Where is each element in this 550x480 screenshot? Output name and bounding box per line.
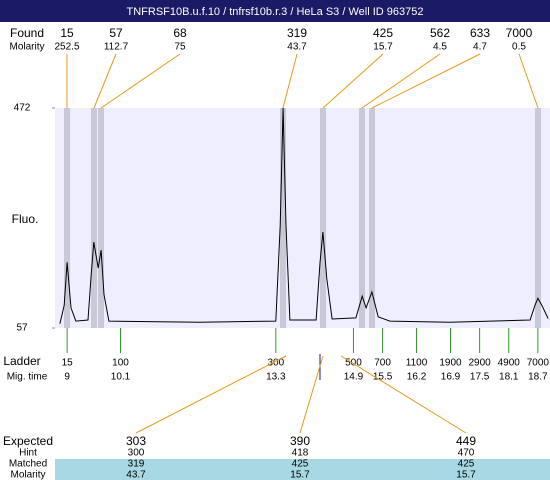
found-molarity: 43.7 xyxy=(287,42,307,53)
peak-connector xyxy=(282,53,298,109)
mig-time-label: Mig. time xyxy=(7,372,48,383)
matched-molarity: 43.7 xyxy=(126,470,146,480)
mig-time: 16.9 xyxy=(441,372,461,383)
matched-value: 425 xyxy=(458,459,475,470)
found-size: 57 xyxy=(109,26,123,40)
mig-time: 9 xyxy=(64,372,70,383)
ladder-size: 1100 xyxy=(406,358,428,369)
expected-connector xyxy=(135,355,287,434)
hint-label: Hint xyxy=(19,448,37,459)
peak-connector xyxy=(371,53,481,109)
title: TNFRSF10B.u.f.10 / tnfrsf10b.r.3 / HeLa … xyxy=(127,6,424,18)
peak-band xyxy=(98,108,104,328)
mig-time: 10.1 xyxy=(111,372,131,383)
hint-value: 418 xyxy=(292,448,309,459)
molarity-label: Molarity xyxy=(9,42,44,53)
hint-value: 470 xyxy=(458,448,475,459)
peak-connector xyxy=(518,53,539,109)
expected-label: Expected xyxy=(3,434,53,448)
expected-value: 390 xyxy=(290,434,310,448)
found-size: 68 xyxy=(173,26,187,40)
molarity-label: Molarity xyxy=(10,470,45,480)
mig-time: 16.2 xyxy=(407,372,427,383)
peak-band xyxy=(320,108,326,328)
matched-value: 425 xyxy=(292,459,309,470)
ladder-size: 15 xyxy=(62,358,74,369)
matched-molarity: 15.7 xyxy=(290,470,310,480)
peak-band xyxy=(280,108,286,328)
found-molarity: 0.5 xyxy=(512,42,526,53)
found-size: 319 xyxy=(287,26,307,40)
ladder-size: 4900 xyxy=(498,358,521,369)
matched-label: Matched xyxy=(9,459,47,470)
found-molarity: 15.7 xyxy=(373,42,393,53)
ladder-size: 500 xyxy=(345,358,362,369)
expected-connector xyxy=(299,355,324,434)
peak-connector xyxy=(361,53,441,109)
mig-time: 18.1 xyxy=(499,372,519,383)
expected-value: 303 xyxy=(126,434,146,448)
matched-band xyxy=(55,459,550,480)
peak-band xyxy=(91,108,97,328)
peak-connector xyxy=(93,53,117,109)
mig-time: 13.3 xyxy=(266,372,286,383)
found-molarity: 252.5 xyxy=(54,42,79,53)
found-size: 562 xyxy=(430,26,450,40)
expected-value: 449 xyxy=(456,434,476,448)
mig-time: 17.5 xyxy=(470,372,490,383)
ladder-size: 700 xyxy=(374,358,391,369)
found-size: 633 xyxy=(470,26,490,40)
plot-area xyxy=(55,108,550,328)
ladder-size: 7000 xyxy=(527,358,550,369)
y-tick-label: 57 xyxy=(16,323,28,334)
found-molarity: 4.7 xyxy=(473,42,487,53)
ladder-size: 2900 xyxy=(469,358,492,369)
y-tick-label: 472 xyxy=(14,103,31,114)
found-molarity: 75 xyxy=(174,42,186,53)
peak-connector xyxy=(100,53,181,109)
found-size: 7000 xyxy=(506,26,533,40)
mig-time: 14.9 xyxy=(344,372,364,383)
matched-value: 319 xyxy=(128,459,145,470)
title-bar xyxy=(0,0,550,22)
mig-time: 15.5 xyxy=(373,372,393,383)
peak-connector xyxy=(322,53,384,109)
found-molarity: 4.5 xyxy=(433,42,447,53)
peak-band xyxy=(535,108,541,328)
found-size: 425 xyxy=(373,26,393,40)
found-molarity: 112.7 xyxy=(104,42,129,53)
ladder-size: 100 xyxy=(112,358,129,369)
ladder-label: Ladder xyxy=(3,354,40,368)
trace xyxy=(59,107,549,324)
y-axis-label: Fluo. xyxy=(12,212,39,226)
found-size: 15 xyxy=(60,26,74,40)
peak-band xyxy=(359,108,365,328)
ladder-size: 300 xyxy=(267,358,284,369)
expected-connector xyxy=(340,355,467,434)
peak-band xyxy=(369,108,375,328)
hint-value: 300 xyxy=(128,448,145,459)
ladder-size: 1900 xyxy=(439,358,462,369)
mig-time: 18.7 xyxy=(528,372,548,383)
found-label: Found xyxy=(10,26,44,40)
peak-band xyxy=(64,108,70,328)
matched-molarity: 15.7 xyxy=(456,470,476,480)
